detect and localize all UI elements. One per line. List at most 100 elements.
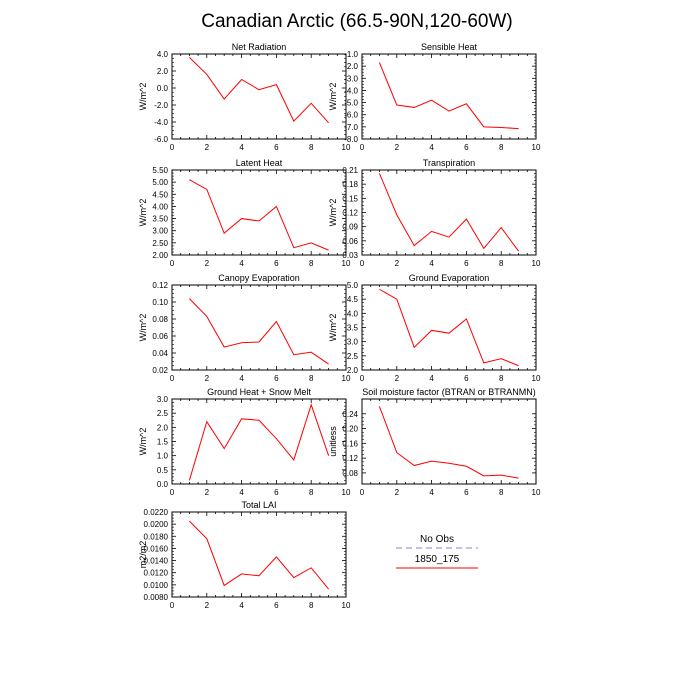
y-tick-label: 0.0200: [144, 520, 169, 529]
x-tick-label: 10: [342, 143, 351, 152]
panel-title: Net Radiation: [232, 42, 287, 52]
y-tick-label: -5.0: [344, 99, 358, 108]
plot-frame: [171, 398, 347, 485]
y-tick-label: -4.0: [344, 86, 358, 95]
x-tick-label: 2: [205, 488, 210, 497]
plot-frame: [171, 169, 347, 256]
y-tick-label: 5.0: [347, 281, 359, 290]
x-tick-label: 2: [205, 143, 210, 152]
y-tick-label: 3.5: [347, 324, 359, 333]
series-line: [379, 288, 519, 367]
x-tick-label: 4: [239, 259, 244, 268]
legend-label-no-obs: No Obs: [420, 534, 454, 545]
x-tick-label: 4: [239, 143, 244, 152]
y-tick-label: 0.02: [152, 366, 168, 375]
panel-title: Ground Evaporation: [409, 273, 490, 283]
x-tick-label: 8: [499, 143, 504, 152]
y-tick-label: 0.0120: [144, 569, 169, 578]
x-tick-label: 6: [464, 488, 469, 497]
x-tick-label: 4: [429, 259, 434, 268]
y-tick-label: 0.0: [157, 84, 169, 93]
panel-title: Soil moisture factor (BTRAN or BTRANMN): [362, 387, 536, 397]
y-tick-label: 0.0080: [144, 593, 169, 602]
y-tick-label: 0.0180: [144, 532, 169, 541]
panel-ground-heat-snow-melt: Ground Heat + Snow Melt W/m^2 0 2 4 6 8 10 0.0 0.…: [138, 387, 351, 497]
series-line: [189, 57, 329, 124]
y-tick-label: 3.0: [157, 395, 169, 404]
x-tick-label: 10: [532, 488, 541, 497]
y-tick-label: -2.0: [344, 62, 358, 71]
y-tick-label: 4.0: [157, 50, 169, 59]
y-axis-label: W/m^2: [328, 314, 338, 342]
y-tick-label: -6.0: [344, 111, 358, 120]
x-tick-label: 8: [309, 488, 314, 497]
panel-title: Ground Heat + Snow Melt: [207, 387, 311, 397]
x-tick-label: 0: [360, 259, 365, 268]
y-tick-label: 0.18: [342, 180, 358, 189]
plot-frame: [361, 169, 537, 256]
y-tick-label: 2.0: [157, 67, 169, 76]
y-tick-label: 2.0: [347, 366, 359, 375]
x-tick-label: 2: [395, 488, 400, 497]
panel-net-radiation: Net Radiation W/m^2 0 2 4 6 8 10 -6.0 -4.0 -2.0 0.0…: [138, 42, 351, 152]
y-tick-label: 0.0100: [144, 581, 169, 590]
x-tick-label: 4: [239, 488, 244, 497]
y-tick-label: -1.0: [344, 50, 358, 59]
x-tick-label: 4: [429, 488, 434, 497]
y-axis-label: W/m^2: [138, 83, 148, 111]
y-tick-label: 4.0: [347, 309, 359, 318]
y-tick-label: 0.03: [342, 251, 358, 260]
y-tick-label: 1.5: [157, 438, 169, 447]
x-tick-label: 0: [170, 143, 175, 152]
x-tick-label: 0: [170, 488, 175, 497]
x-tick-label: 8: [309, 259, 314, 268]
y-tick-label: 0.12: [152, 281, 168, 290]
y-tick-label: 0.0220: [144, 508, 169, 517]
y-tick-label: 0.12: [342, 209, 358, 218]
y-tick-label: 0.16: [342, 439, 358, 448]
x-tick-label: 8: [309, 374, 314, 383]
x-tick-label: 10: [532, 374, 541, 383]
y-tick-label: -8.0: [344, 135, 358, 144]
y-tick-label: 2.5: [347, 352, 359, 361]
y-tick-label: 2.0: [157, 423, 169, 432]
y-axis-label: W/m^2: [328, 199, 338, 227]
x-tick-label: 4: [239, 601, 244, 610]
y-axis-label: m2/m2: [138, 541, 148, 569]
x-tick-label: 4: [429, 143, 434, 152]
x-tick-label: 8: [499, 374, 504, 383]
y-tick-label: 0.21: [342, 166, 358, 175]
series-line: [189, 520, 329, 590]
y-tick-label: 1.0: [157, 452, 169, 461]
y-tick-label: 0.0160: [144, 544, 169, 553]
x-tick-label: 10: [532, 259, 541, 268]
y-tick-label: 0.0140: [144, 557, 169, 566]
y-tick-label: 0.24: [342, 410, 358, 419]
x-tick-label: 8: [499, 259, 504, 268]
y-axis-label: W/m^2: [328, 83, 338, 111]
y-tick-label: 3.00: [152, 227, 168, 236]
y-tick-label: 0.10: [152, 298, 168, 307]
x-tick-label: 0: [170, 374, 175, 383]
x-tick-label: 2: [395, 259, 400, 268]
x-tick-label: 6: [274, 601, 279, 610]
y-tick-label: 0.08: [342, 469, 358, 478]
y-tick-label: -4.0: [154, 118, 168, 127]
x-tick-label: 8: [309, 143, 314, 152]
plot-frame: [361, 398, 537, 485]
x-tick-label: 0: [170, 259, 175, 268]
x-tick-label: 6: [274, 143, 279, 152]
series-line: [378, 406, 519, 479]
x-tick-label: 8: [499, 488, 504, 497]
x-tick-label: 10: [342, 374, 351, 383]
y-tick-label: 0.09: [342, 223, 358, 232]
y-axis-label: unitless: [328, 426, 338, 457]
figure-title: Canadian Arctic (66.5-90N,120-60W): [201, 11, 513, 32]
series-line: [378, 173, 520, 252]
y-tick-label: 0.08: [152, 315, 168, 324]
y-tick-label: 0.04: [152, 349, 168, 358]
plot-frame: [171, 511, 347, 598]
y-tick-label: 4.50: [152, 190, 168, 199]
panel-title: Latent Heat: [236, 158, 283, 168]
